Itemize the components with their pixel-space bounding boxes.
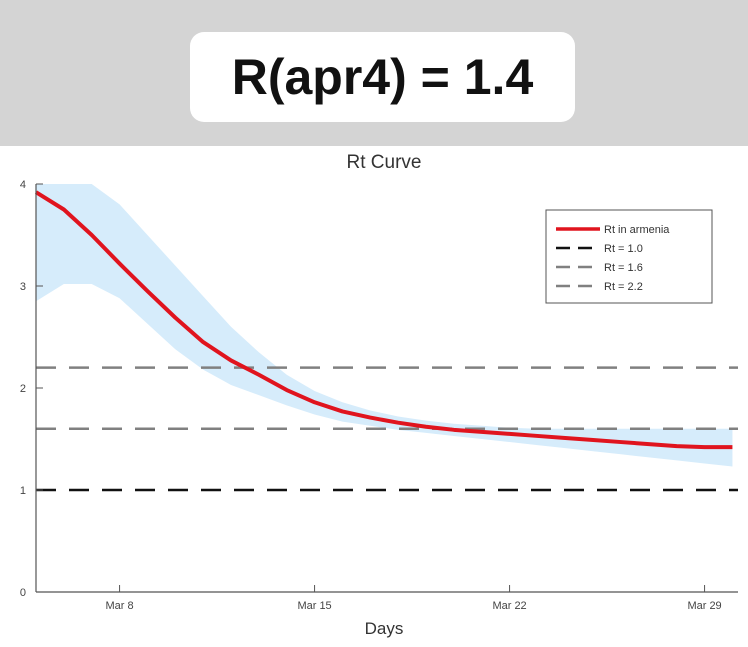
x-tick-label: Mar 8 (106, 600, 134, 612)
rt-series-line (34, 190, 733, 450)
y-tick-label: 4 (20, 179, 26, 191)
legend-label: Rt in armenia (604, 224, 670, 236)
y-tick-label: 0 (20, 587, 26, 599)
legend-box (545, 209, 713, 304)
legend-label: Rt = 2.2 (604, 281, 643, 293)
confidence-band (36, 184, 733, 467)
x-axis-label: Days (365, 619, 404, 638)
legend: Rt in armenia Rt = 1.0 Rt = 1.6 Rt = 2.2 (545, 209, 713, 304)
chart-title: Rt Curve (347, 152, 422, 173)
r-value-badge: R(apr4) = 1.4 (190, 32, 575, 122)
legend-label: Rt = 1.0 (604, 243, 643, 255)
x-tick-label: Mar 15 (297, 600, 331, 612)
x-tick-label: Mar 22 (492, 600, 526, 612)
x-tick-label: Mar 29 (687, 600, 721, 612)
legend-label: Rt = 1.6 (604, 262, 643, 274)
y-tick-label: 2 (20, 383, 26, 395)
y-tick-label: 1 (20, 485, 26, 497)
y-tick-label: 3 (20, 281, 26, 293)
